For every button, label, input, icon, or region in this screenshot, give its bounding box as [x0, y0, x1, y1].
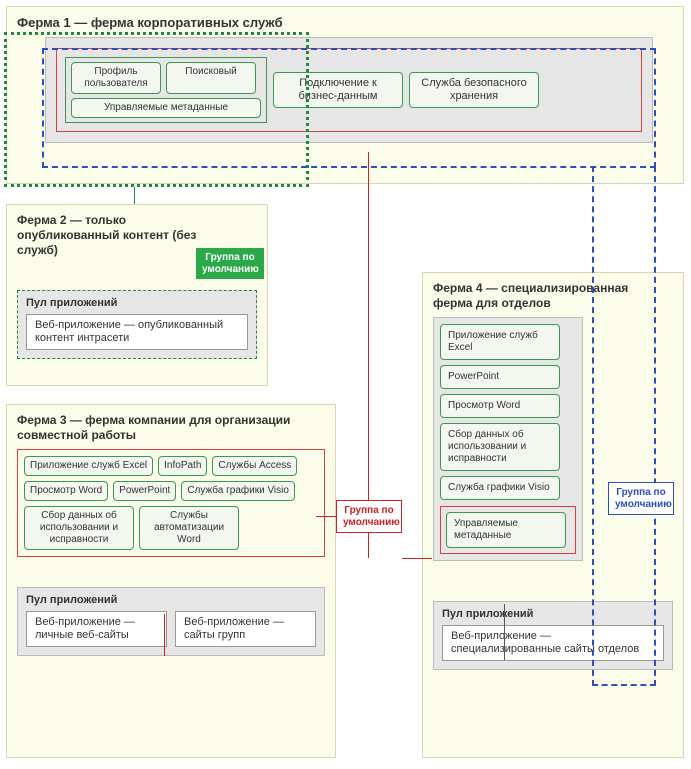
- tag-group-default-blue: Группа по умолчанию: [608, 482, 674, 515]
- f4-managed: Управляемые метаданные: [446, 512, 566, 548]
- conn-red-h-right: [402, 558, 432, 559]
- chip-profile: Профиль пользователя: [71, 62, 161, 94]
- farm-4-app: Веб-приложение — специализированные сайт…: [442, 625, 664, 661]
- f3-svc-1: InfoPath: [158, 456, 207, 476]
- farm-4-pool-title: Пул приложений: [442, 608, 664, 620]
- chip-managed-meta: Управляемые метаданные: [71, 98, 261, 118]
- farm-1-services-row: Профиль пользователя Поисковый Управляем…: [65, 57, 633, 123]
- f4-svc-2: Просмотр Word: [440, 394, 560, 418]
- tag-group-default-green: Группа по умолчанию: [196, 248, 264, 279]
- conn-red-h-left: [316, 516, 338, 517]
- conn-red-v1: [368, 152, 369, 500]
- farm-3-pool-title: Пул приложений: [26, 594, 316, 606]
- farm-3-services: Приложение служб Excel InfoPath Службы A…: [17, 449, 325, 557]
- farm-2: Ферма 2 — только опубликованный контент …: [6, 204, 268, 386]
- f3-svc-5: Служба графики Visio: [181, 481, 295, 501]
- f4-svc-1: PowerPoint: [440, 365, 560, 389]
- farm-3: Ферма 3 — ферма компании для организации…: [6, 404, 336, 758]
- tag-group-default-red: Группа по умолчанию: [336, 500, 402, 533]
- diagram-canvas: Ферма 1 — ферма корпоративных служб Проф…: [4, 4, 687, 765]
- farm-4-managed-box: Управляемые метаданные: [440, 506, 576, 554]
- farm-3-app-2: Веб-приложение — сайты групп: [175, 611, 316, 647]
- f3-svc-2: Службы Access: [212, 456, 297, 476]
- farm-1-left-group: Профиль пользователя Поисковый Управляем…: [65, 57, 267, 123]
- farm-2-title: Ферма 2 — только опубликованный контент …: [17, 213, 217, 258]
- farm-2-pool: Пул приложений Веб-приложение — опубли­к…: [17, 290, 257, 359]
- chip-secure-store: Служба безопа­сного хранения: [409, 72, 539, 108]
- farm-2-pool-title: Пул приложений: [26, 297, 248, 309]
- farm-1-right: Служба безопа­сного хранения: [409, 57, 539, 123]
- farm-1-title: Ферма 1 — ферма корпоративных служб: [17, 15, 673, 31]
- f3-svc-7: Службы автоматизации Word: [139, 506, 239, 550]
- farm-4: Ферма 4 — специализи­рованная ферма для …: [422, 272, 684, 758]
- f3-svc-4: PowerPoint: [113, 481, 176, 501]
- farm-2-app: Веб-приложение — опубли­кованный контент…: [26, 314, 248, 350]
- farm-4-title: Ферма 4 — специализи­рованная ферма для …: [433, 281, 653, 311]
- farm-1: Ферма 1 — ферма корпоративных служб Проф…: [6, 6, 684, 184]
- farm-3-app-1: Веб-приложение — личные веб-сайты: [26, 611, 167, 647]
- f4-svc-0: Приложение служб Excel: [440, 324, 560, 360]
- conn-red-v2: [368, 532, 369, 558]
- farm-1-outer: Профиль пользователя Поисковый Управляем…: [45, 37, 653, 143]
- farm-4-pool: Пул приложений Веб-приложение — специали…: [433, 601, 673, 670]
- f4-svc-4: Служба графики Visio: [440, 476, 560, 500]
- f3-svc-6: Сбор данных об использовании и исправнос…: [24, 506, 134, 550]
- conn-gray-f4: [504, 604, 505, 660]
- farm-4-services: Приложение служб Excel PowerPoint Просмо…: [433, 317, 583, 561]
- farm-1-services-box: Профиль пользователя Поисковый Управляем…: [56, 48, 642, 132]
- farm-1-mid: Подключение к бизнес-данным: [273, 57, 403, 123]
- conn-green-v: [134, 187, 135, 204]
- conn-red-f3-svc-pool: [164, 614, 165, 656]
- chip-search: Поисковый: [166, 62, 256, 94]
- f3-svc-0: Приложение служб Excel: [24, 456, 153, 476]
- f3-svc-3: Просмотр Word: [24, 481, 108, 501]
- farm-3-title: Ферма 3 — ферма компании для организации…: [17, 413, 297, 443]
- chip-bdc: Подключение к бизнес-данным: [273, 72, 403, 108]
- farm-3-pool: Пул приложений Веб-приложение — личные в…: [17, 587, 325, 656]
- f4-svc-3: Сбор данных об использовании и исправнос…: [440, 423, 560, 471]
